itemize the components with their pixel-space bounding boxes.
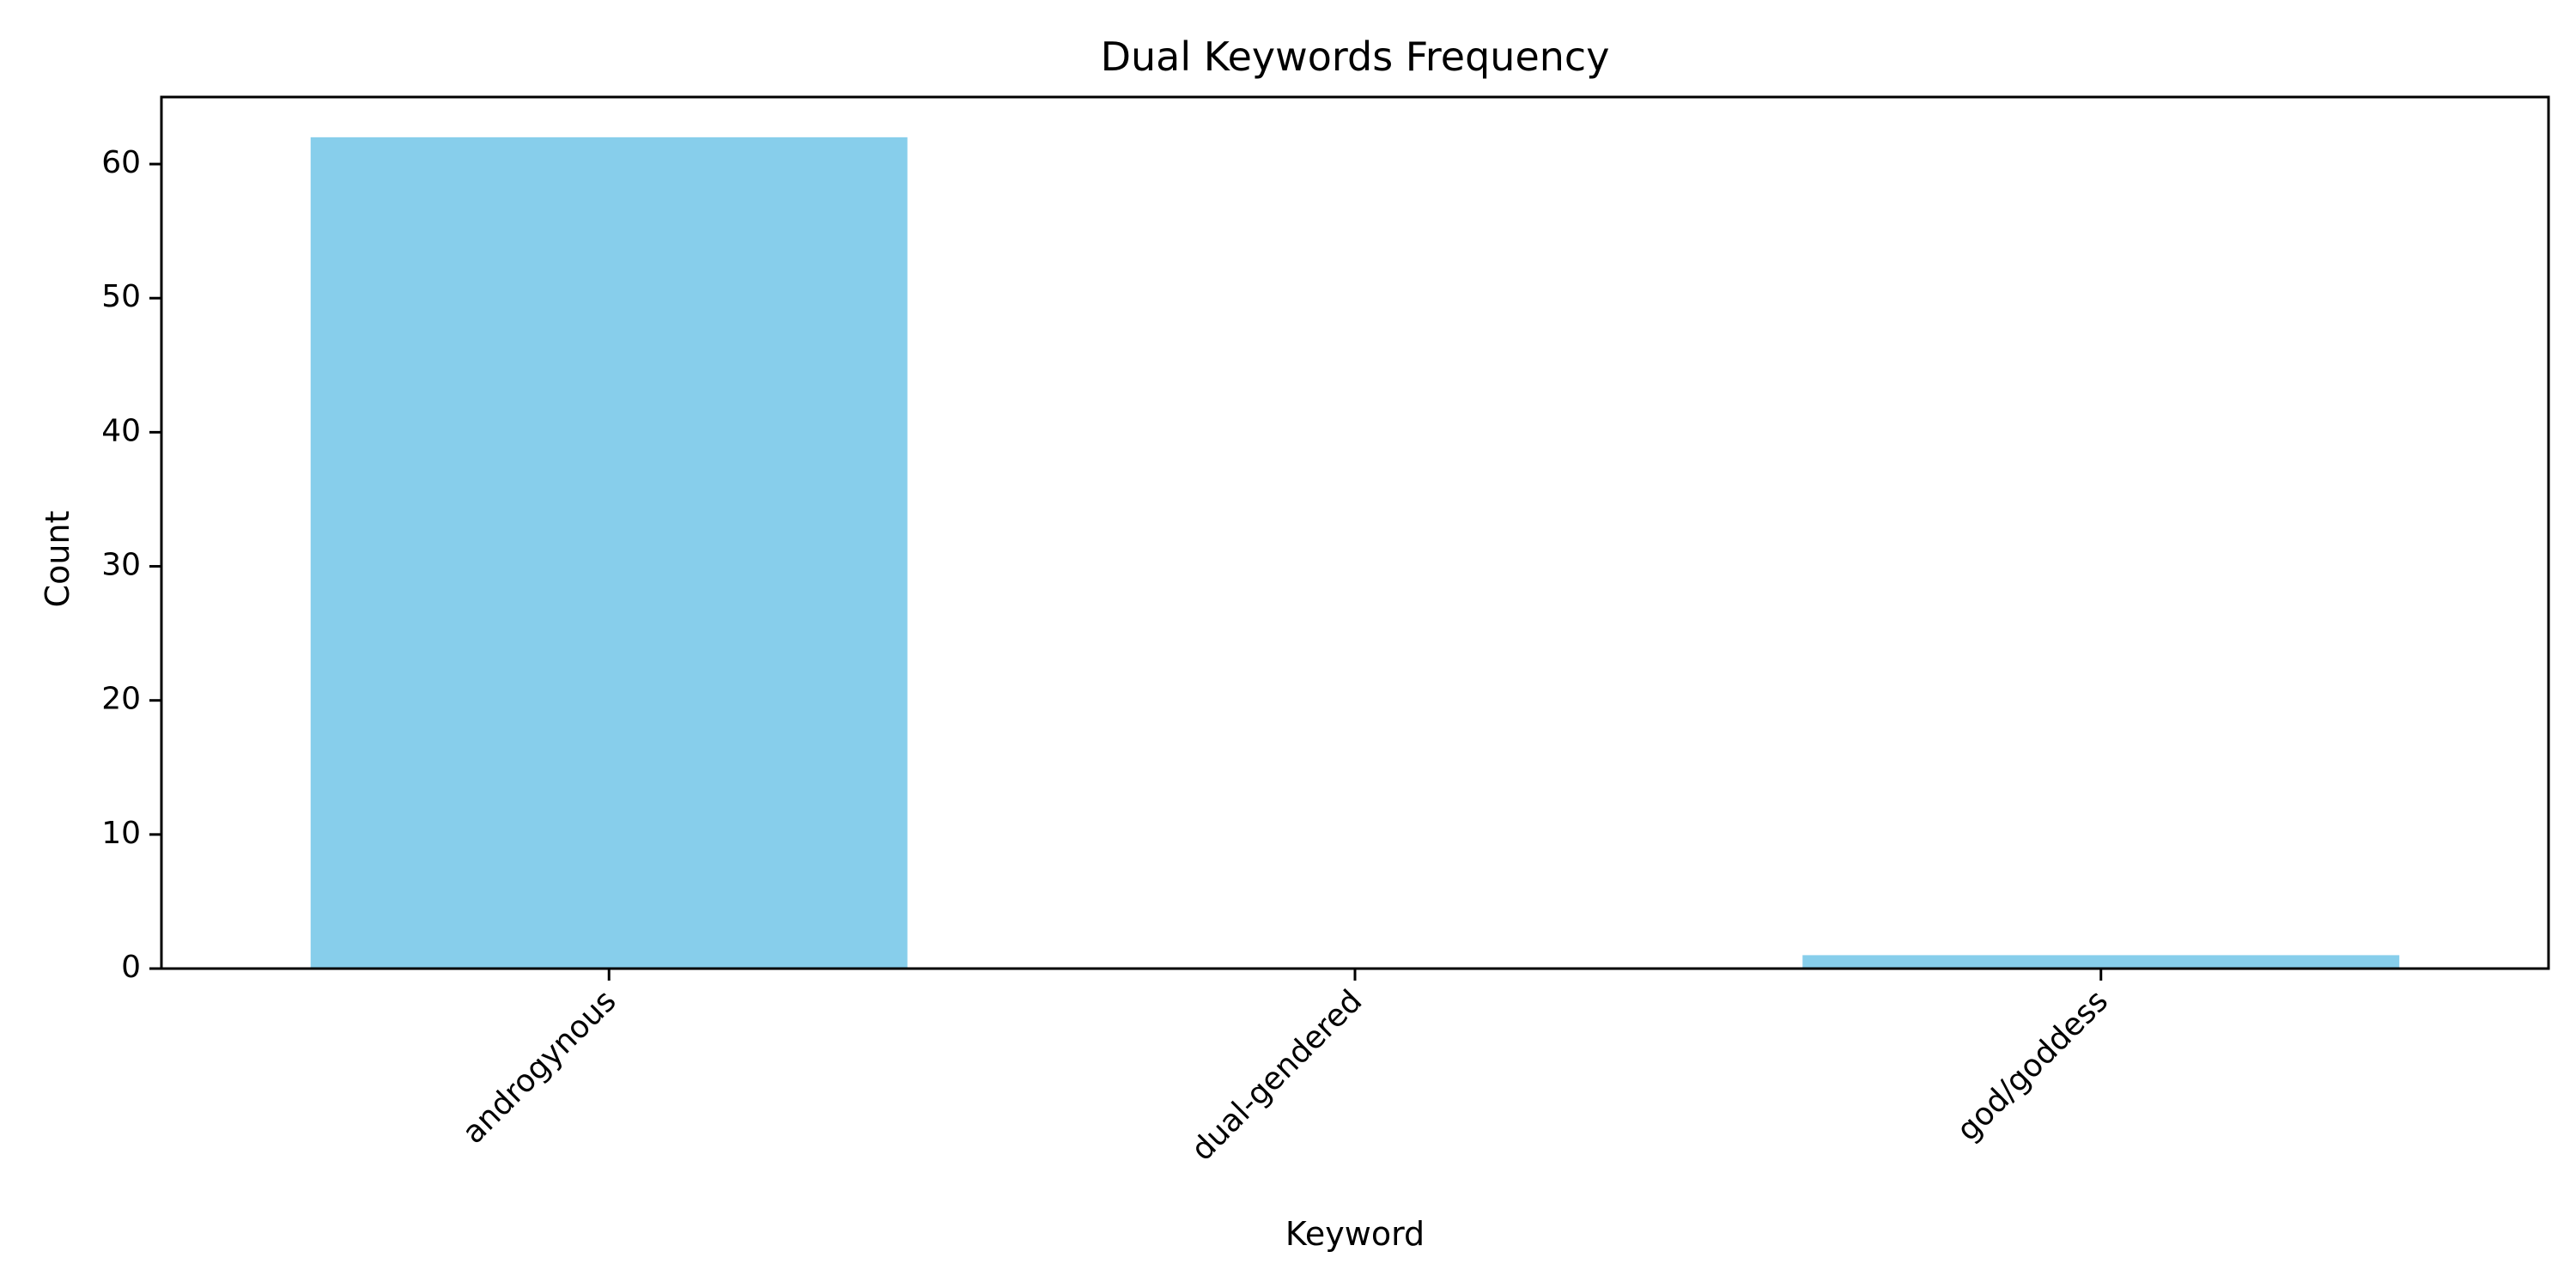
y-tick-label: 50 (101, 279, 141, 314)
y-tick-label: 20 (101, 682, 141, 717)
chart-title: Dual Keywords Frequency (1101, 33, 1610, 80)
x-axis-label: Keyword (1285, 1215, 1425, 1253)
y-tick-label: 30 (101, 548, 141, 583)
bar-god-goddess (1802, 955, 2400, 969)
y-axis-label: Count (39, 511, 76, 608)
bar-androgynous (310, 137, 908, 969)
x-tick-label: god/goddess (1950, 983, 2115, 1148)
y-tick-label: 60 (101, 145, 141, 180)
x-tick-label: androgynous (456, 983, 623, 1151)
plot-frame (160, 95, 2550, 970)
y-tick-label: 0 (121, 950, 141, 985)
x-tick-label: dual-gendered (1185, 983, 1370, 1168)
y-tick-label: 10 (101, 816, 141, 851)
bars-layer (310, 137, 2400, 969)
y-tick-label: 40 (101, 413, 141, 448)
